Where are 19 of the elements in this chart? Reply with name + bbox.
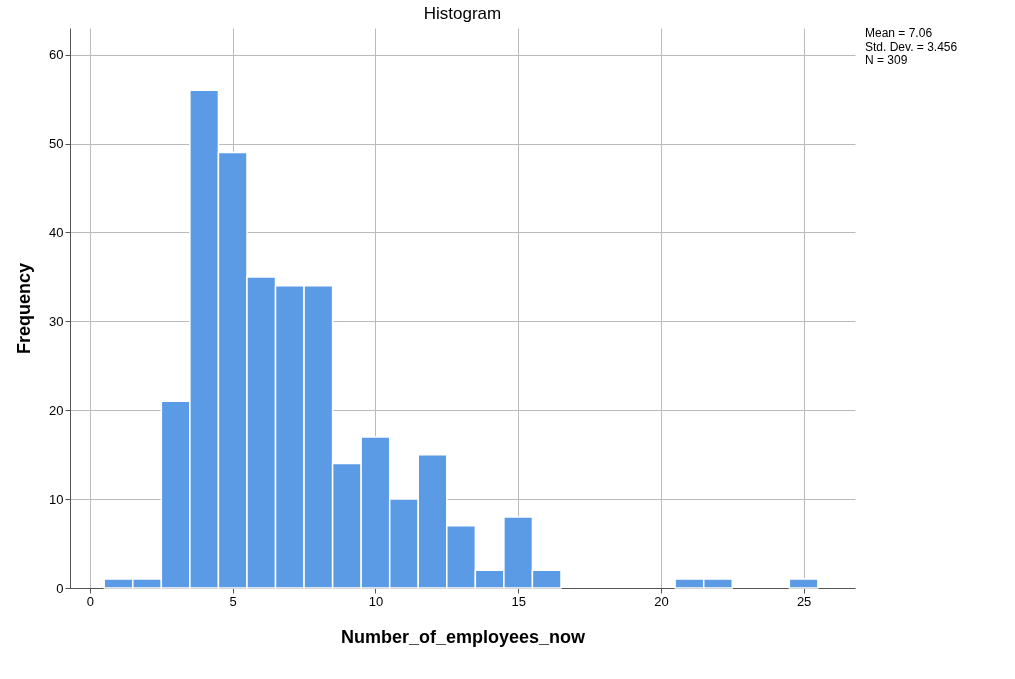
chart-title: Histogram bbox=[423, 4, 502, 23]
y-tick-label: 20 bbox=[49, 402, 64, 418]
y-tick-label: 40 bbox=[49, 224, 64, 240]
x-tick-label: 20 bbox=[654, 593, 669, 609]
x-axis-title: Number_of_employees_now bbox=[340, 626, 587, 647]
text: Mean = 7.06 bbox=[865, 26, 933, 40]
text: Std. Dev. = 3.456 bbox=[865, 39, 958, 54]
x-tick-label: 15 bbox=[511, 593, 526, 609]
text: N = 309 bbox=[865, 53, 908, 67]
x-tick-label: 5 bbox=[229, 593, 237, 609]
x-tick-label: 0 bbox=[86, 593, 95, 609]
y-tick-label: 30 bbox=[49, 313, 64, 329]
x-tick-label: 25 bbox=[796, 593, 812, 609]
y-tick-label: 60 bbox=[49, 47, 64, 63]
y-tick-label: 50 bbox=[49, 136, 64, 152]
y-tick-label: 0 bbox=[56, 580, 64, 596]
y-axis-title: Frequency bbox=[14, 262, 35, 355]
y-tick-label: 10 bbox=[49, 491, 64, 507]
x-tick-label: 10 bbox=[368, 593, 384, 609]
